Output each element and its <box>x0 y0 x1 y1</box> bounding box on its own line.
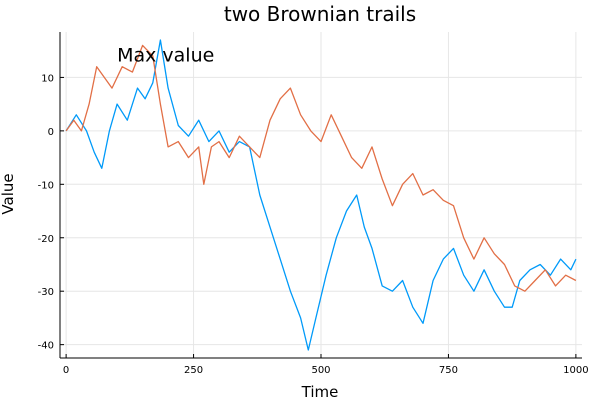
x-tick-label: 750 <box>439 365 458 376</box>
x-tick-label: 250 <box>184 365 203 376</box>
y-tick-label: -20 <box>38 234 54 245</box>
y-tick-label: 0 <box>48 127 54 138</box>
y-tick-label: -30 <box>38 287 54 298</box>
series-line-1 <box>65 39 577 351</box>
series-line-2 <box>65 44 577 292</box>
y-axis-label: Value <box>0 173 17 214</box>
annotation-label: Max value <box>117 44 214 66</box>
y-tick-label: -40 <box>38 341 54 352</box>
annotations: Max value <box>117 44 214 66</box>
x-axis-label: Time <box>301 383 339 400</box>
chart-title: two Brownian trails <box>224 2 416 26</box>
x-tick-label: 500 <box>311 365 330 376</box>
ticks: 0 250 500 750 1000 10 0 -10 -20 -30 -40 <box>38 73 589 376</box>
x-tick-label: 1000 <box>563 365 588 376</box>
y-tick-label: 10 <box>41 73 54 84</box>
x-tick-label: 0 <box>63 365 69 376</box>
y-tick-label: -10 <box>38 180 54 191</box>
grid <box>60 32 582 358</box>
series-layer <box>65 39 577 351</box>
